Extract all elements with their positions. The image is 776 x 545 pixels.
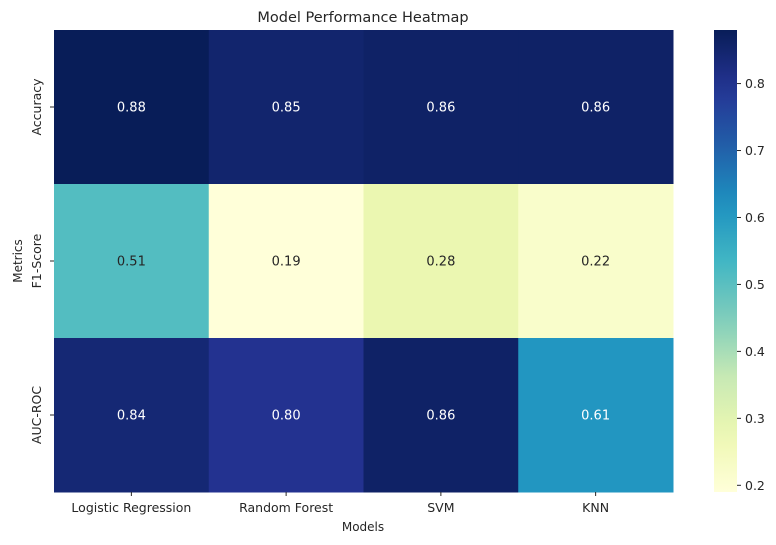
x-tick-label: Random Forest <box>239 500 333 515</box>
cell-value-label: 0.19 <box>272 255 301 270</box>
heatmap-cell-labels: 0.88 0.85 0.86 0.86 0.51 0.19 0.28 0.22 0.84 0.80… <box>117 101 610 424</box>
heatmap-cell <box>208 338 364 493</box>
heatmap-cell <box>363 30 519 185</box>
y-tick-label: F1-Score <box>29 233 44 288</box>
y-axis: Accuracy F1-Score AUC-ROC <box>29 78 54 444</box>
heatmap-cell <box>363 338 519 493</box>
x-axis-label: Models <box>342 520 384 534</box>
cell-value-label: 0.28 <box>426 255 455 270</box>
colorbar: 0.2 0.3 0.4 0.5 0.6 0.7 0.8 <box>714 30 765 493</box>
colorbar-tick-label: 0.4 <box>745 344 765 359</box>
colorbar-ticks: 0.2 0.3 0.4 0.5 0.6 0.7 0.8 <box>737 76 765 493</box>
x-tick-label: SVM <box>427 500 454 515</box>
y-axis-label: Metrics <box>11 239 25 283</box>
cell-value-label: 0.86 <box>426 101 455 116</box>
x-axis: Logistic Regression Random Forest SVM KNN <box>71 492 609 515</box>
heatmap-cell <box>518 184 674 339</box>
cell-value-label: 0.22 <box>581 255 610 270</box>
colorbar-tick-label: 0.2 <box>745 478 765 493</box>
cell-value-label: 0.80 <box>272 409 301 424</box>
colorbar-tick-label: 0.5 <box>745 277 765 292</box>
chart-title: Model Performance Heatmap <box>257 10 468 26</box>
cell-value-label: 0.84 <box>117 409 146 424</box>
cell-value-label: 0.86 <box>426 409 455 424</box>
heatmap-cell <box>54 30 210 185</box>
colorbar-gradient <box>714 30 737 492</box>
cell-value-label: 0.85 <box>272 101 301 116</box>
x-tick-label: Logistic Regression <box>71 500 191 515</box>
heatmap-cell <box>518 338 674 493</box>
heatmap-cell <box>518 30 674 185</box>
heatmap-cell <box>208 184 364 339</box>
heatmap-cell <box>54 338 210 493</box>
heatmap-cell <box>54 184 210 339</box>
heatmap-cells <box>54 30 674 493</box>
y-tick-label: Accuracy <box>29 78 44 136</box>
colorbar-tick-label: 0.8 <box>745 76 765 91</box>
colorbar-tick-label: 0.6 <box>745 210 765 225</box>
cell-value-label: 0.88 <box>117 101 146 116</box>
heatmap-cell <box>363 184 519 339</box>
heatmap-cell <box>208 30 364 185</box>
colorbar-tick-label: 0.3 <box>745 411 765 426</box>
cell-value-label: 0.51 <box>117 255 146 270</box>
y-tick-label: AUC-ROC <box>29 386 44 444</box>
x-tick-label: KNN <box>582 500 609 515</box>
colorbar-tick-label: 0.7 <box>745 143 765 158</box>
cell-value-label: 0.86 <box>581 101 610 116</box>
cell-value-label: 0.61 <box>581 409 610 424</box>
